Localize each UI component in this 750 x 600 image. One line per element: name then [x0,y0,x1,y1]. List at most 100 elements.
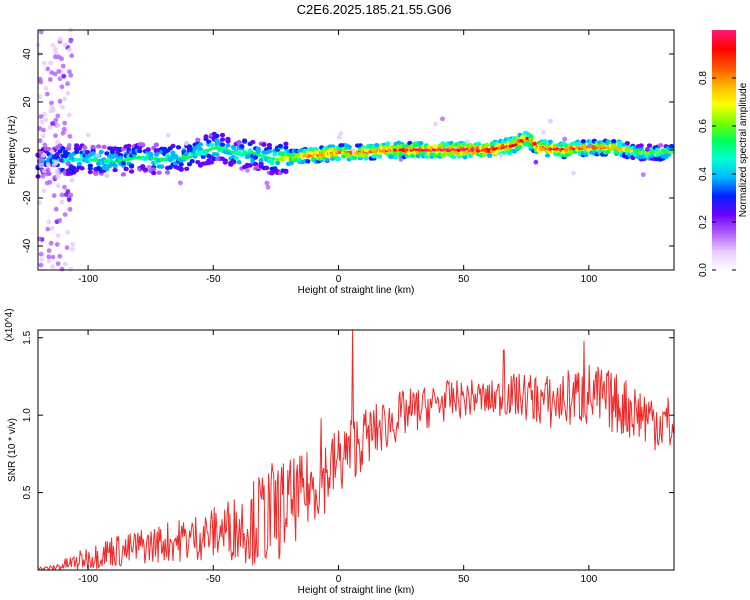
spectrogram-noise-cell [45,226,51,232]
spectrogram-ridge-cell [161,158,165,161]
spectrogram-noise-cell [55,113,61,119]
spectrogram-cell [528,134,534,139]
spectrogram-ridge-cell [423,148,427,152]
spectrogram-noise-cell [587,143,593,149]
spectrogram-noise-cell [50,42,56,48]
spectrogram-cell [104,166,110,172]
spectrogram-ridge-cell [511,144,515,148]
spectrogram-ridge-cell [525,136,529,140]
spectrogram-y-ticks: -40 -20 0 20 40 [22,48,674,253]
spectrogram-ridge-cell [230,150,234,154]
spectrogram-ridge-cell [577,147,581,151]
spectrogram-noise-cell [65,90,71,96]
spectrogram-noise-cell [49,148,55,154]
spectrogram-noise-cell [49,100,54,106]
spectrogram-ridge-cell [40,160,44,164]
spectrogram-noise-cell [38,29,44,35]
spectrogram-x-tick-label: 50 [458,274,470,285]
spectrogram-ridge-cell [398,148,402,152]
snr-x-tick-label: -100 [78,574,98,585]
spectrogram-cell [129,169,135,174]
spectrogram-noise-cell [38,251,44,257]
spectrogram-noise-cell [69,53,75,59]
spectrogram-cell [189,159,195,164]
snr-panel: -100 -50 0 50 100 0.5 1.0 1.5 (x10^4) Height o… [4,308,675,596]
spectrogram-ridge-cell [258,153,262,157]
spectrogram-ridge-cell [164,158,168,161]
spectrogram-noise-cell [46,219,52,225]
spectrogram-cell [203,134,209,139]
spectrogram-ridge-cell [208,147,212,151]
spectrogram-y-tick-label: -20 [22,190,33,205]
spectrogram-ridge-cell [90,158,94,162]
spectrogram-noise-cell [48,60,53,66]
spectrogram-cell [275,160,281,166]
spectrogram-noise-cell [57,36,63,42]
spectrogram-noise-cell [38,149,44,155]
spectrogram-noise-cell [41,133,46,139]
spectrogram-cell [74,149,80,155]
spectrogram-noise-cell [548,118,553,124]
spectrogram-noise-cell [69,177,75,183]
spectrogram-noise-cell [62,184,67,190]
spectrogram-noise-cell [65,161,71,167]
spectrogram-ridge-cell [288,155,292,159]
spectrogram-noise-cell [66,143,72,148]
spectrogram-cell [242,139,248,144]
spectrogram-cell [109,149,115,155]
spectrogram-ridge-cell [671,150,675,154]
spectrogram-noise-cell [498,153,504,158]
spectrogram-ridge-cell [112,160,116,164]
spectrogram-noise-cell [45,66,51,72]
spectrogram-noise-cell [51,193,57,199]
spectrogram-ridge-cell [57,158,61,162]
spectrogram-noise-cell [65,81,70,87]
spectrogram-noise-cell [433,121,438,127]
spectrogram-cell [178,162,184,167]
spectrogram-noise-cell [55,183,61,189]
spectrogram-cell [197,142,204,147]
spectrogram-cell [175,145,182,150]
spectrogram-cell [184,166,190,171]
spectrogram-ridge-cell [219,147,223,151]
spectrogram-cell [253,155,259,160]
colorbar-label: Normalized spectral amplitude [738,82,749,217]
spectrogram-ridge-cell [120,159,124,163]
spectrogram-noise-cell [66,112,72,118]
spectrogram-ridge-cell [550,147,554,151]
spectrogram-noise-cell [43,85,49,91]
spectrogram-cell [324,157,330,163]
spectrogram-y-tick-label: 0 [22,147,33,153]
spectrogram-cell [668,144,675,149]
spectrogram-noise-cell [54,168,60,174]
spectrogram-noise-cell [68,72,74,78]
spectrogram-cell [104,151,110,156]
snr-series-line [38,330,674,570]
spectrogram-cell [269,160,275,166]
spectrogram-noise-cell [85,132,91,138]
spectrogram-ridge-cell [189,155,193,159]
spectrogram-noise-cell [245,167,250,173]
spectrogram-ridge-cell [131,156,135,160]
spectrogram-noise-cell [53,206,59,212]
spectrogram-noise-cell [165,132,171,138]
spectrogram-noise-cell [42,142,48,148]
spectrogram-ridge-cell [302,154,306,158]
spectrogram-noise-cell [62,261,68,267]
spectrogram-cell [76,161,82,167]
spectrogram-ridge-cell [274,157,278,161]
spectrogram-noise-cell [39,257,45,263]
spectrogram-cell [159,164,165,169]
spectrogram-noise-cell [55,261,61,266]
spectrogram-cell [231,145,237,150]
spectrogram-cell [74,143,80,148]
spectrogram-cell [236,160,242,165]
spectrogram-noise-cell [62,42,68,48]
spectrogram-noise-cell [59,266,65,272]
spectrogram-ridge-cell [263,155,267,159]
spectrogram-cell [305,159,311,164]
spectrogram-noise-cell [37,94,43,100]
spectrogram-cell [646,143,653,148]
spectrogram-ridge-cell [150,156,154,160]
